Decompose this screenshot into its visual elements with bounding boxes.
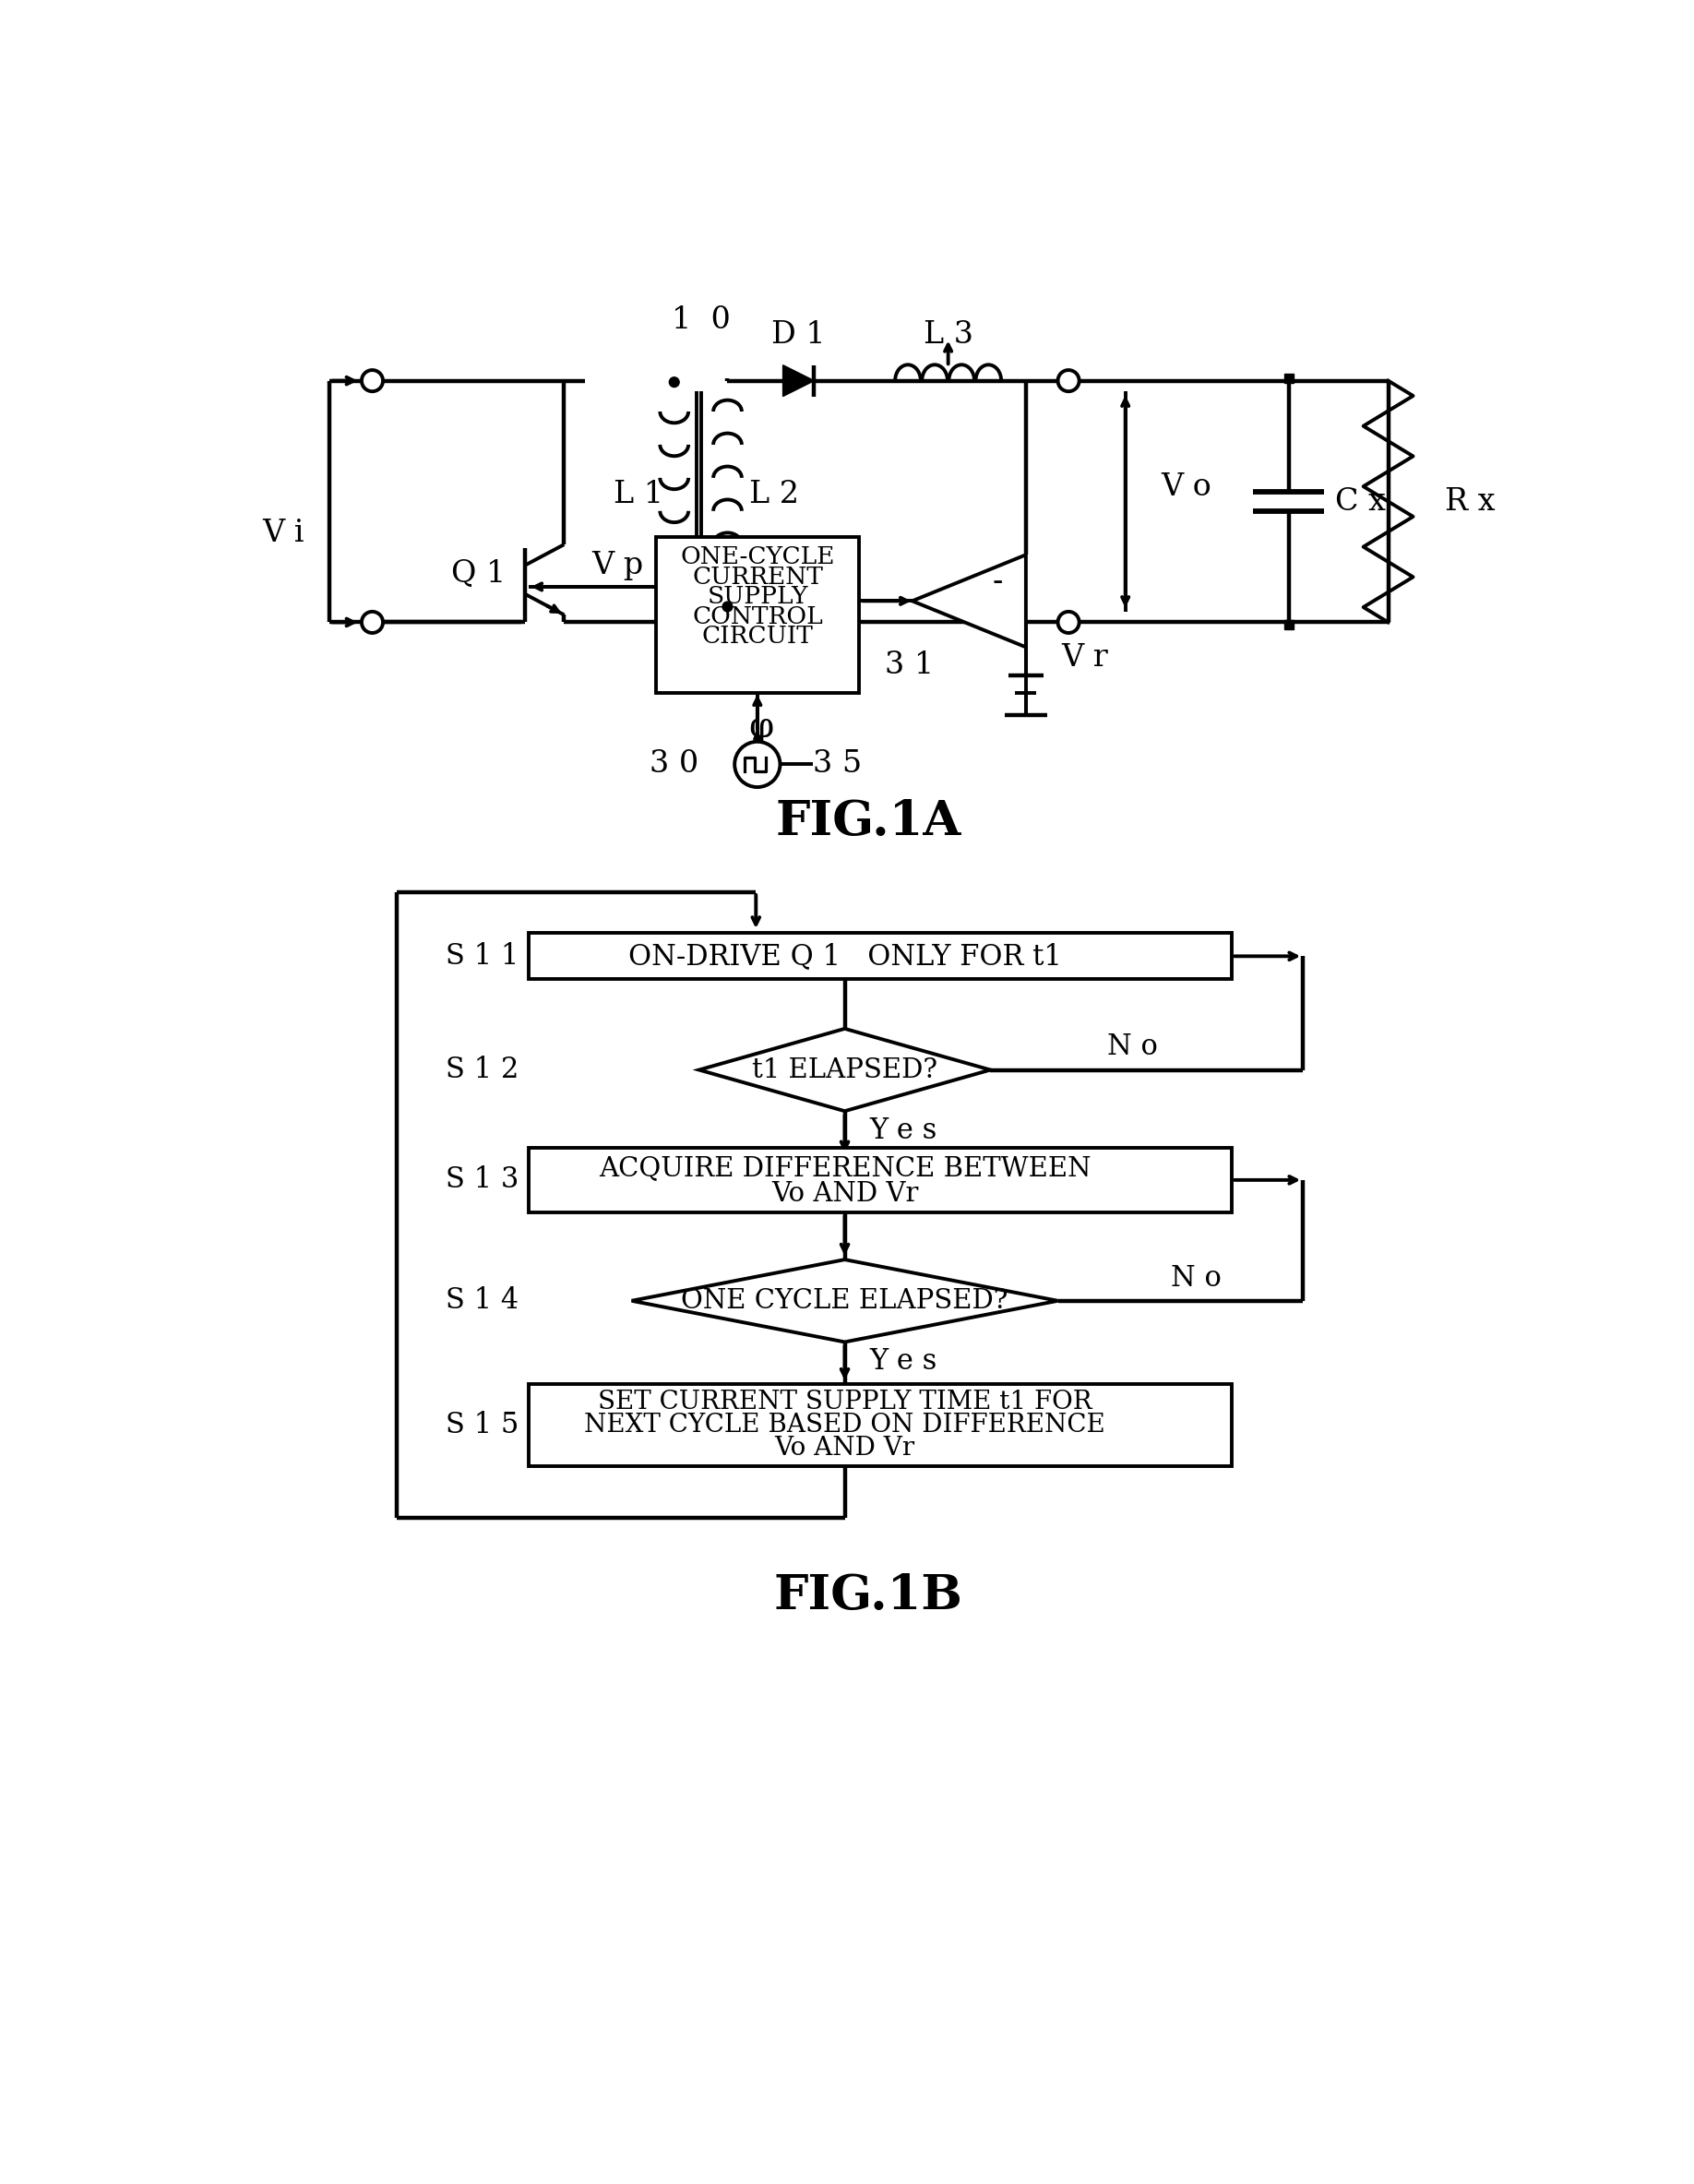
Text: V r: V r — [1062, 642, 1108, 673]
Bar — [1284, 373, 1294, 382]
Text: 3 1: 3 1 — [884, 651, 933, 679]
Bar — [657, 537, 859, 692]
Text: V p: V p — [591, 550, 644, 581]
Text: t1 ELAPSED?: t1 ELAPSED? — [752, 1057, 937, 1083]
Text: CONTROL: CONTROL — [693, 605, 823, 629]
Polygon shape — [783, 365, 815, 395]
Bar — [1284, 620, 1294, 629]
Circle shape — [1057, 612, 1079, 633]
Text: S 1 3: S 1 3 — [446, 1166, 518, 1195]
Circle shape — [735, 743, 779, 786]
Text: S 1 4: S 1 4 — [446, 1286, 518, 1315]
Text: FIG.1A: FIG.1A — [776, 797, 960, 845]
Text: V o: V o — [1160, 472, 1211, 502]
Text: Y e s: Y e s — [869, 1348, 937, 1376]
Text: CURRENT: CURRENT — [693, 566, 823, 587]
Text: S 1 1: S 1 1 — [446, 941, 518, 970]
Polygon shape — [913, 555, 1027, 646]
Text: ACQUIRE DIFFERENCE BETWEEN: ACQUIRE DIFFERENCE BETWEEN — [598, 1155, 1091, 1182]
Circle shape — [723, 601, 732, 612]
Text: R x: R x — [1445, 487, 1496, 515]
Text: 3 5: 3 5 — [813, 749, 862, 780]
Text: N o: N o — [1171, 1265, 1221, 1293]
Text: NEXT CYCLE BASED ON DIFFERENCE: NEXT CYCLE BASED ON DIFFERENCE — [584, 1413, 1104, 1437]
Circle shape — [361, 612, 383, 633]
Text: Q 1: Q 1 — [452, 557, 507, 587]
Bar — [529, 1149, 1232, 1212]
Text: FIG.1B: FIG.1B — [774, 1572, 962, 1618]
Bar — [529, 933, 1232, 978]
Text: Y e s: Y e s — [869, 1116, 937, 1144]
Text: N o: N o — [1108, 1033, 1157, 1061]
Text: Vo AND Vr: Vo AND Vr — [771, 1182, 918, 1208]
Circle shape — [669, 378, 679, 387]
Text: ON-DRIVE Q 1   ONLY FOR t1: ON-DRIVE Q 1 ONLY FOR t1 — [628, 941, 1062, 970]
Circle shape — [1057, 369, 1079, 391]
Text: Vo AND Vr: Vo AND Vr — [774, 1435, 915, 1461]
Circle shape — [361, 369, 383, 391]
Text: S 1 2: S 1 2 — [446, 1055, 518, 1083]
Text: CIRCUIT: CIRCUIT — [701, 625, 813, 649]
Text: D 1: D 1 — [771, 319, 825, 349]
Text: L 2: L 2 — [749, 480, 798, 509]
Text: ONE CYCLE ELAPSED?: ONE CYCLE ELAPSED? — [681, 1289, 1008, 1315]
Text: φ: φ — [749, 710, 774, 745]
Text: -: - — [993, 568, 1003, 596]
Text: C x: C x — [1335, 487, 1386, 515]
Text: V i: V i — [263, 520, 305, 548]
Text: 1  0: 1 0 — [673, 306, 730, 334]
Bar — [529, 1385, 1232, 1465]
Text: ONE-CYCLE: ONE-CYCLE — [681, 546, 835, 568]
Text: S 1 5: S 1 5 — [446, 1411, 518, 1439]
Text: L 1: L 1 — [613, 480, 664, 509]
Polygon shape — [700, 1029, 991, 1112]
Polygon shape — [632, 1260, 1057, 1341]
Text: L 3: L 3 — [923, 319, 972, 349]
Text: SUPPLY: SUPPLY — [706, 585, 808, 609]
Text: 3 0: 3 0 — [650, 749, 700, 780]
Text: SET CURRENT SUPPLY TIME t1 FOR: SET CURRENT SUPPLY TIME t1 FOR — [598, 1389, 1093, 1415]
